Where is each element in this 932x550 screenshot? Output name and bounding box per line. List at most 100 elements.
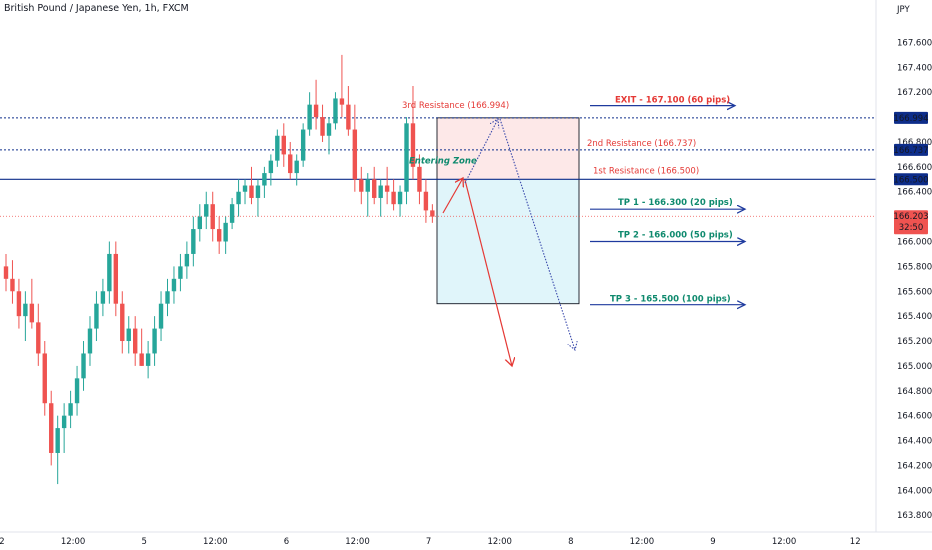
candle-body xyxy=(74,378,80,404)
candle-body xyxy=(68,403,73,416)
candle-body xyxy=(23,303,28,317)
annotation-arrows xyxy=(442,106,745,366)
candle-body xyxy=(94,303,99,329)
countdown-text: 32:50 xyxy=(899,223,924,233)
level-price-tag xyxy=(894,143,928,156)
candle-body xyxy=(197,216,202,230)
price-tick: 167.200 xyxy=(897,88,932,98)
candle-body xyxy=(120,303,125,342)
tp2-label: TP 2 - 166.000 (50 pips) xyxy=(618,231,733,241)
candle-body xyxy=(346,104,351,130)
candle-body xyxy=(397,191,403,205)
third-resistance-label: 3rd Resistance (166.994) xyxy=(402,101,509,111)
price-tick: 167.400 xyxy=(897,63,932,73)
time-tick: 12:00 xyxy=(487,537,512,547)
dotted-up-arrow xyxy=(464,119,498,184)
candle-body xyxy=(300,129,306,161)
candle-body xyxy=(107,253,112,292)
time-axis[interactable]: 2 12:00 5 12:00 6 12:00 7 12:00 8 12:00 9 12:00 12 xyxy=(0,537,861,547)
candle-body xyxy=(339,98,345,105)
time-tick: 12:00 xyxy=(630,537,655,547)
candle-body xyxy=(184,253,190,267)
horizontal-levels xyxy=(0,117,876,217)
candle-body xyxy=(36,322,41,354)
candle-body xyxy=(216,229,222,242)
time-tick: 6 xyxy=(284,537,289,547)
candle-body xyxy=(139,353,144,366)
candle-body xyxy=(133,328,138,354)
time-tick: 12:00 xyxy=(772,537,797,547)
candle-body xyxy=(165,291,170,304)
candle-body xyxy=(171,278,177,292)
candle-body xyxy=(430,210,435,217)
candle-body xyxy=(333,98,338,124)
candle-body xyxy=(223,222,228,242)
candle-body xyxy=(16,291,22,317)
candle-body xyxy=(307,104,312,130)
price-tick: 164.600 xyxy=(897,412,932,422)
currency-label: JPY xyxy=(896,5,910,15)
candle-body xyxy=(326,123,332,136)
drop-arrow xyxy=(464,179,512,366)
candle-body xyxy=(61,415,67,429)
time-tick: 12 xyxy=(850,537,861,547)
price-tick: 164.800 xyxy=(897,387,932,397)
time-tick: 7 xyxy=(426,537,431,547)
candle-body xyxy=(275,135,280,161)
candle-body xyxy=(229,204,235,223)
dotted-down-arrow xyxy=(499,118,575,350)
candle-body xyxy=(242,185,248,192)
time-tick: 12:00 xyxy=(203,537,228,547)
entry-arrow xyxy=(442,178,463,214)
time-tick: 12:00 xyxy=(345,537,370,547)
price-tick: 166.600 xyxy=(897,163,932,173)
candle-body xyxy=(10,278,15,292)
price-tick: 165.800 xyxy=(897,262,932,272)
candle-body xyxy=(236,191,241,205)
level-price-tag xyxy=(894,173,928,186)
entering-zone-label: Entering Zone xyxy=(409,156,477,166)
candle-body xyxy=(359,179,364,192)
price-tick: 165.200 xyxy=(897,337,932,347)
price-tick: 165.000 xyxy=(897,362,932,372)
price-axis[interactable]: 167.600 167.400 167.200 166.800 166.600 166.4… xyxy=(897,38,932,521)
current-price-tag-text: 166.203 xyxy=(893,212,928,222)
candle-body xyxy=(313,104,319,118)
candle-body xyxy=(320,117,325,136)
tp1-label: TP 1 - 166.300 (20 pips) xyxy=(618,198,733,208)
candle-body xyxy=(178,266,183,279)
time-tick: 9 xyxy=(710,537,715,547)
candle-body xyxy=(191,229,196,254)
candle-body xyxy=(113,253,119,304)
price-tick: 163.800 xyxy=(897,511,932,521)
candle-body xyxy=(352,129,358,180)
chart-title: British Pound / Japanese Yen, 1h, FXCM xyxy=(4,3,189,14)
candle-body xyxy=(29,303,35,323)
price-tick: 166.800 xyxy=(897,138,932,148)
candle-body xyxy=(158,303,164,329)
candle-body xyxy=(391,191,396,205)
level-price-tag-text: 166.500 xyxy=(893,175,928,185)
candle-body xyxy=(255,185,261,198)
time-tick: 5 xyxy=(141,537,146,547)
candle-body xyxy=(262,173,267,186)
candle-body xyxy=(410,123,416,167)
level-price-tag-text: 166.994 xyxy=(893,114,928,124)
candle-body xyxy=(384,185,390,192)
candle-body xyxy=(3,266,9,279)
price-tick: 164.400 xyxy=(897,437,932,447)
candle-body xyxy=(417,166,422,192)
candle-body xyxy=(87,328,93,354)
candle-body xyxy=(210,204,215,230)
risk-zone xyxy=(437,117,579,180)
candle-body xyxy=(81,353,86,379)
candle-body xyxy=(294,160,299,174)
price-tick: 166.000 xyxy=(897,238,932,248)
candle-body xyxy=(152,328,157,354)
time-tick: 8 xyxy=(568,537,573,547)
candle-body xyxy=(49,403,54,453)
candle-body xyxy=(55,428,60,453)
candle-body xyxy=(372,179,377,198)
